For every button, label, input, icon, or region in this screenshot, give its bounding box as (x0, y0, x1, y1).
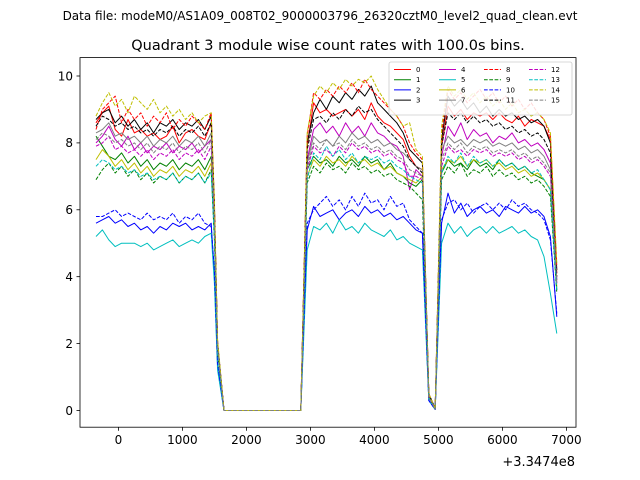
legend-label-1: 1 (416, 76, 420, 84)
x-tick-label: 4000 (359, 433, 390, 447)
series-line-0 (95, 102, 558, 411)
x-tick-label: 2000 (231, 433, 262, 447)
series-line-5 (95, 219, 558, 411)
plot-frame (79, 57, 577, 428)
legend-label-2: 2 (416, 86, 420, 94)
legend-label-3: 3 (416, 97, 420, 105)
legend-label-11: 11 (506, 97, 515, 105)
x-tick-label: 6000 (487, 433, 518, 447)
legend-label-15: 15 (551, 97, 560, 105)
x-offset-label: +3.3474e8 (502, 455, 575, 470)
series-line-14 (95, 75, 558, 411)
series-line-8 (95, 78, 558, 411)
chart-title: Quadrant 3 module wise count rates with … (131, 38, 525, 54)
y-tick-label: 2 (65, 337, 73, 351)
y-tick-label: 0 (65, 404, 73, 418)
series-line-12 (95, 135, 558, 411)
y-tick-label: 10 (58, 69, 73, 83)
legend-label-9: 9 (506, 76, 510, 84)
series-line-6 (95, 149, 558, 411)
legend-label-14: 14 (551, 86, 560, 94)
series-line-13 (95, 145, 558, 411)
series-layer (95, 75, 558, 411)
legend-label-5: 5 (461, 76, 465, 84)
legend-label-12: 12 (551, 66, 560, 74)
series-line-10 (96, 192, 558, 411)
y-tick-label: 8 (65, 136, 73, 150)
legend-frame (388, 61, 573, 116)
legend-label-13: 13 (551, 76, 560, 84)
legend-label-7: 7 (461, 97, 465, 105)
y-axis: 0 2 4 6 8 10 (58, 69, 80, 418)
x-tick-label: 7000 (551, 433, 582, 447)
x-tick-label: 5000 (423, 433, 454, 447)
legend-label-8: 8 (506, 66, 510, 74)
legend-label-10: 10 (506, 86, 515, 94)
x-axis: 0 1000 2000 3000 4000 5000 6000 7000 (115, 427, 582, 447)
series-line-15 (95, 132, 558, 411)
legend-label-4: 4 (461, 66, 466, 74)
legend-label-0: 0 (416, 66, 420, 74)
x-tick-label: 0 (115, 433, 123, 447)
x-tick-label: 3000 (295, 433, 326, 447)
legend-label-6: 6 (461, 86, 466, 94)
y-tick-label: 6 (65, 203, 73, 217)
series-line-7 (95, 122, 558, 411)
series-line-11 (95, 105, 558, 411)
y-tick-label: 4 (65, 270, 73, 284)
x-tick-label: 1000 (167, 433, 198, 447)
data-file-label: Data file: modeM0/AS1A09_008T02_90000037… (63, 9, 578, 23)
